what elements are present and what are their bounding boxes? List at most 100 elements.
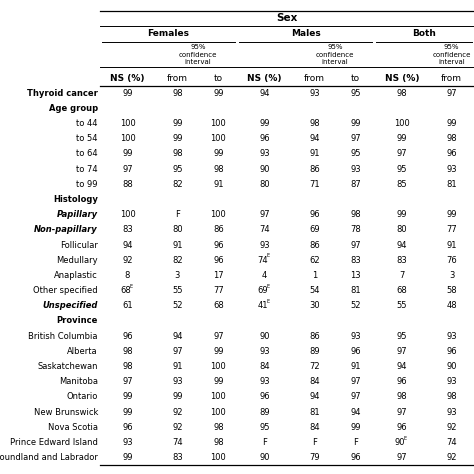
Text: Age group: Age group [49, 104, 98, 113]
Text: to: to [214, 74, 223, 83]
Text: 71: 71 [309, 180, 320, 189]
Text: 85: 85 [397, 180, 407, 189]
Text: 93: 93 [447, 164, 457, 173]
Text: 97: 97 [447, 89, 457, 98]
Text: to 74: to 74 [76, 164, 98, 173]
Text: 94: 94 [397, 362, 407, 371]
Text: Manitoba: Manitoba [59, 377, 98, 386]
Text: 87: 87 [350, 180, 361, 189]
Text: 97: 97 [350, 134, 361, 143]
Text: 100: 100 [394, 119, 410, 128]
Text: 98: 98 [350, 210, 361, 219]
Text: 95: 95 [350, 149, 361, 158]
Text: 95%
confidence
interval: 95% confidence interval [179, 44, 217, 65]
Text: NS (%): NS (%) [110, 74, 145, 83]
Text: 86: 86 [309, 240, 320, 249]
Text: 1: 1 [312, 271, 317, 280]
Text: 93: 93 [447, 377, 457, 386]
Text: 95: 95 [397, 164, 407, 173]
Text: 96: 96 [213, 256, 224, 265]
Text: 96: 96 [309, 210, 320, 219]
Text: 97: 97 [172, 347, 182, 356]
Text: to 64: to 64 [76, 149, 98, 158]
Text: 92: 92 [447, 453, 457, 462]
Text: 96: 96 [447, 347, 457, 356]
Text: 91: 91 [213, 180, 224, 189]
Text: 96: 96 [397, 423, 407, 432]
Text: 100: 100 [210, 134, 226, 143]
Text: 79: 79 [309, 453, 320, 462]
Text: 96: 96 [259, 392, 270, 401]
Text: 98: 98 [172, 149, 182, 158]
Text: E: E [404, 436, 407, 441]
Text: Unspecified: Unspecified [43, 301, 98, 310]
Text: 93: 93 [447, 332, 457, 341]
Text: E: E [267, 299, 270, 304]
Text: from: from [441, 74, 462, 83]
Text: 91: 91 [350, 362, 361, 371]
Text: 100: 100 [210, 408, 226, 417]
Text: 100: 100 [210, 392, 226, 401]
Text: 96: 96 [350, 453, 361, 462]
Text: 88: 88 [122, 180, 133, 189]
Text: 93: 93 [122, 438, 133, 447]
Text: 3: 3 [449, 271, 455, 280]
Text: 100: 100 [119, 210, 136, 219]
Text: 94: 94 [309, 134, 320, 143]
Text: 99: 99 [122, 89, 133, 98]
Text: 99: 99 [122, 408, 133, 417]
Text: 99: 99 [350, 119, 361, 128]
Text: 81: 81 [447, 180, 457, 189]
Text: 4: 4 [262, 271, 267, 280]
Text: Sex: Sex [276, 13, 298, 23]
Text: to 44: to 44 [76, 119, 98, 128]
Text: Both: Both [412, 29, 436, 38]
Text: 95%
confidence
interval: 95% confidence interval [432, 44, 471, 65]
Text: NS (%): NS (%) [247, 74, 282, 83]
Text: 80: 80 [259, 180, 270, 189]
Text: 7: 7 [399, 271, 404, 280]
Text: 97: 97 [350, 240, 361, 249]
Text: 92: 92 [172, 408, 182, 417]
Text: 74: 74 [259, 225, 270, 234]
Text: 72: 72 [309, 362, 320, 371]
Text: Non-papillary: Non-papillary [34, 225, 98, 234]
Text: Papillary: Papillary [57, 210, 98, 219]
Text: 97: 97 [397, 408, 407, 417]
Text: 98: 98 [122, 362, 133, 371]
Text: 97: 97 [397, 453, 407, 462]
Text: 94: 94 [309, 392, 320, 401]
Text: 89: 89 [259, 408, 270, 417]
Text: 93: 93 [259, 377, 270, 386]
Text: to: to [351, 74, 360, 83]
Text: 97: 97 [259, 210, 270, 219]
Text: 91: 91 [309, 149, 320, 158]
Text: 83: 83 [122, 225, 133, 234]
Text: 97: 97 [397, 347, 407, 356]
Text: 86: 86 [213, 225, 224, 234]
Text: 95: 95 [172, 164, 182, 173]
Text: 91: 91 [172, 240, 182, 249]
Text: 55: 55 [172, 286, 182, 295]
Text: 99: 99 [172, 119, 182, 128]
Text: 54: 54 [309, 286, 320, 295]
Text: 93: 93 [309, 89, 320, 98]
Text: 99: 99 [350, 423, 361, 432]
Text: 100: 100 [210, 210, 226, 219]
Text: 90: 90 [259, 453, 270, 462]
Text: 69: 69 [257, 286, 268, 295]
Text: 100: 100 [119, 134, 136, 143]
Text: 97: 97 [397, 149, 407, 158]
Text: 98: 98 [397, 89, 407, 98]
Text: 99: 99 [447, 119, 457, 128]
Text: 98: 98 [213, 164, 224, 173]
Text: 77: 77 [447, 225, 457, 234]
Text: 93: 93 [259, 240, 270, 249]
Text: 94: 94 [397, 240, 407, 249]
Text: 99: 99 [213, 377, 224, 386]
Text: 99: 99 [122, 149, 133, 158]
Text: 96: 96 [122, 423, 133, 432]
Text: Saskatchewan: Saskatchewan [37, 362, 98, 371]
Text: 58: 58 [447, 286, 457, 295]
Text: 95: 95 [350, 89, 361, 98]
